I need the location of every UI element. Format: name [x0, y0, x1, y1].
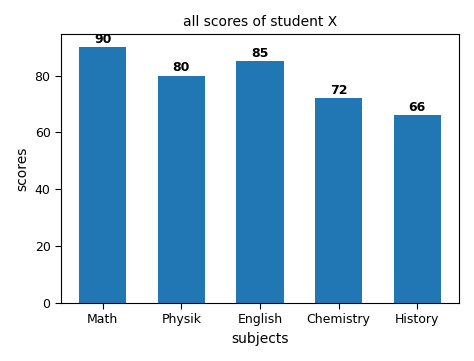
Bar: [394, 116, 441, 303]
Bar: [315, 98, 362, 303]
Text: 80: 80: [173, 61, 190, 74]
Bar: [79, 47, 126, 303]
Text: 85: 85: [251, 47, 269, 60]
Text: 72: 72: [330, 84, 347, 97]
Title: all scores of student X: all scores of student X: [183, 15, 337, 29]
Text: 90: 90: [94, 33, 111, 46]
Text: 66: 66: [409, 101, 426, 114]
X-axis label: subjects: subjects: [231, 332, 289, 346]
Bar: [158, 75, 205, 303]
Bar: [237, 61, 283, 303]
Y-axis label: scores: scores: [15, 147, 29, 191]
